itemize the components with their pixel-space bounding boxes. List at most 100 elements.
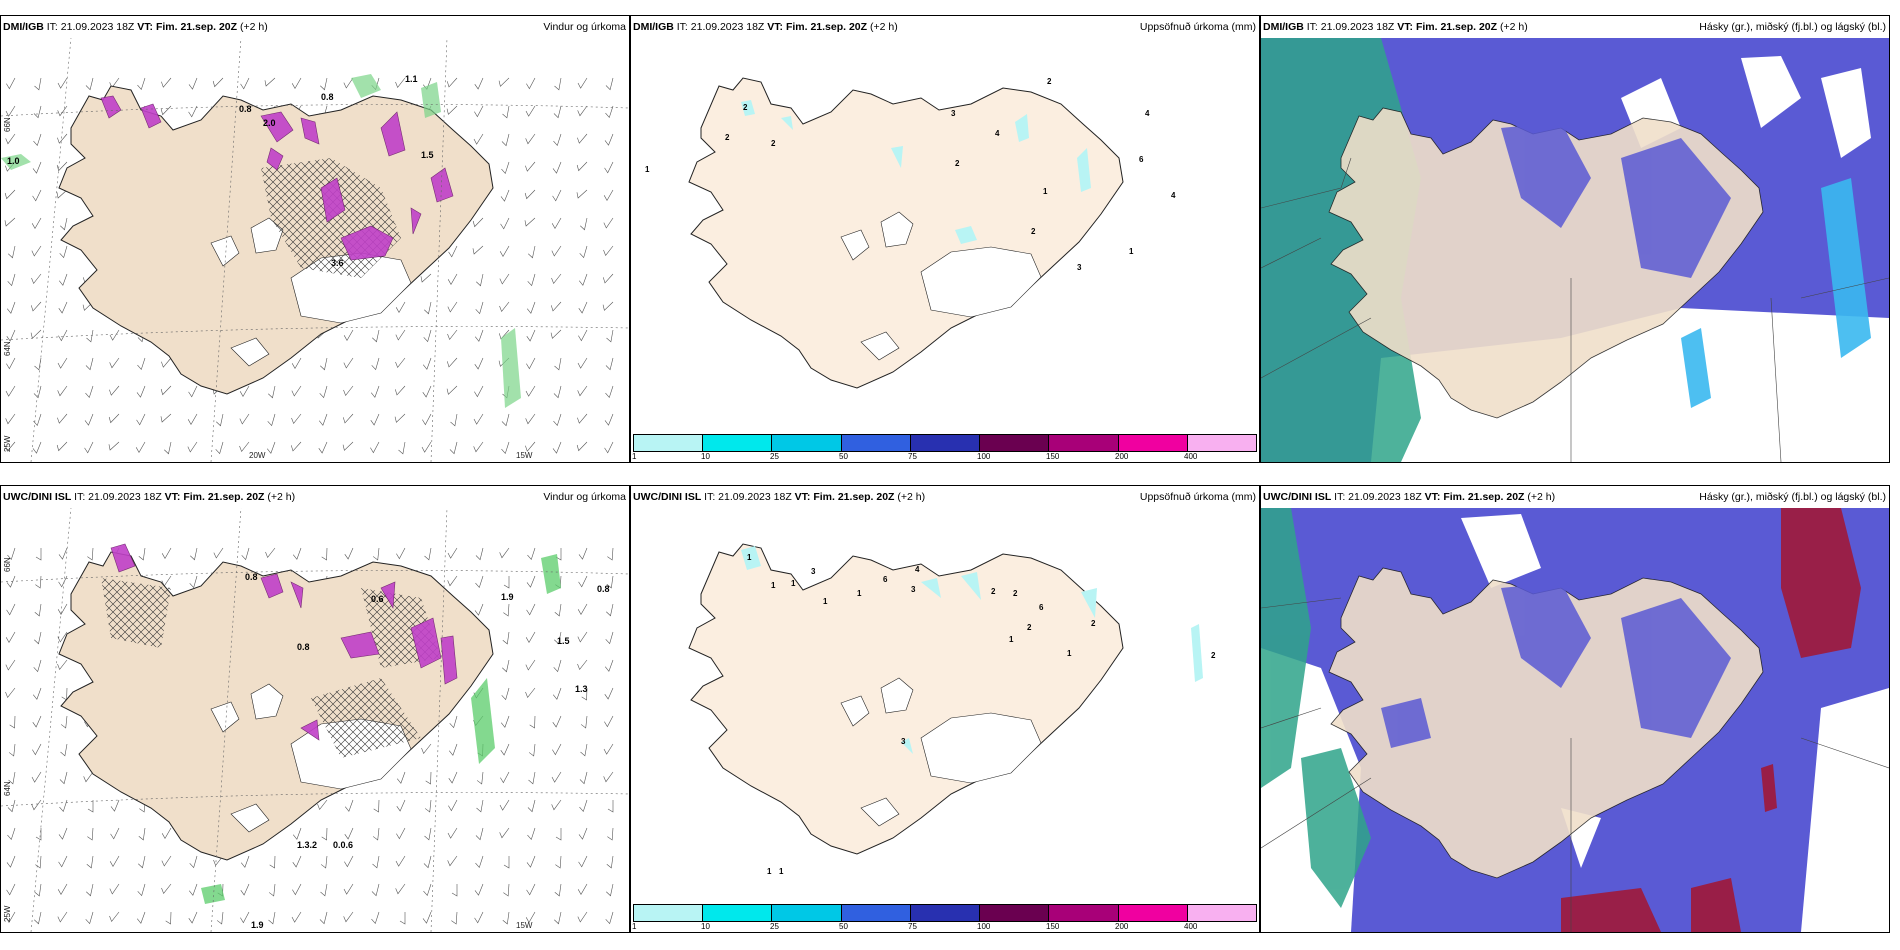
svg-text:4: 4 <box>1145 109 1150 118</box>
wind-barb <box>474 77 484 90</box>
init-time: IT: 21.09.2023 18Z <box>704 491 792 503</box>
wind-barb <box>527 827 536 841</box>
wind-barb <box>240 855 250 868</box>
wind-barb <box>57 631 68 643</box>
wind-barb <box>5 631 16 644</box>
wind-barb <box>424 799 432 813</box>
wind-barb <box>554 631 562 645</box>
wind-barb <box>577 77 588 89</box>
wind-barb <box>451 911 458 925</box>
colorbar-segment <box>840 434 910 452</box>
wind-barb <box>473 133 484 145</box>
wind-barb <box>551 771 562 783</box>
svg-text:0.8: 0.8 <box>239 104 252 114</box>
lon-label-20: 20W <box>249 451 266 460</box>
colorbar-label: 200 <box>1115 452 1129 461</box>
wind-barb <box>551 799 562 811</box>
wind-barb <box>551 245 562 257</box>
svg-text:1: 1 <box>791 579 796 588</box>
wind-barb <box>8 245 16 259</box>
wind-barb <box>34 77 42 91</box>
wind-barb <box>474 911 484 924</box>
svg-text:1: 1 <box>747 553 752 562</box>
wind-barb <box>606 329 614 343</box>
wind-barb <box>552 687 562 700</box>
wind-barb <box>502 911 510 925</box>
svg-text:3: 3 <box>1077 263 1082 272</box>
panel-header: UWC/DINI ISL IT: 21.09.2023 18Z VT: Fim.… <box>1261 486 1889 508</box>
wind-barb <box>86 883 94 897</box>
lon-label-15: 15W <box>516 921 533 930</box>
wind-barb <box>448 799 458 812</box>
svg-text:1: 1 <box>1129 247 1134 256</box>
wind-barb <box>344 855 354 868</box>
svg-text:1.9: 1.9 <box>251 920 264 930</box>
wind-barb <box>474 385 484 398</box>
wind-barb <box>57 133 68 144</box>
wind-barb <box>527 547 536 561</box>
wind-barb <box>577 385 588 397</box>
wind-barb <box>476 799 484 813</box>
wind-barb <box>526 855 536 868</box>
wind-barb <box>58 547 68 560</box>
wind-barb <box>7 827 16 841</box>
wind-barb <box>553 105 562 119</box>
wind-barb <box>161 357 172 368</box>
panel-header: UWC/DINI ISL IT: 21.09.2023 18Z VT: Fim.… <box>1 486 629 508</box>
wind-barb <box>604 659 614 672</box>
svg-text:1: 1 <box>1067 649 1072 658</box>
wind-barb <box>160 105 172 116</box>
wind-barb <box>475 827 484 841</box>
wind-barb <box>60 715 68 729</box>
wind-barb <box>449 715 458 729</box>
wind-barb <box>605 105 614 119</box>
wind-barb <box>320 883 328 897</box>
wind-barb <box>524 217 536 227</box>
wind-barb <box>6 603 16 616</box>
wind-barb <box>292 827 302 840</box>
panel-header: DMI/IGB IT: 21.09.2023 18Z VT: Fim. 21.s… <box>1261 16 1889 38</box>
wind-barb <box>87 547 94 561</box>
precip-light <box>741 100 1091 244</box>
wind-barb <box>604 687 614 700</box>
wind-barb <box>580 715 588 729</box>
valid-time: Fim. 21.sep. 20Z <box>183 491 265 503</box>
wind-barb <box>5 441 16 452</box>
wind-barb <box>59 245 68 259</box>
wind-barb <box>422 357 432 370</box>
wind-barb <box>498 77 510 87</box>
colorbar-segment <box>979 904 1049 922</box>
wind-barb <box>475 855 484 869</box>
svg-text:1.3: 1.3 <box>575 684 588 694</box>
svg-text:2: 2 <box>1047 77 1052 86</box>
wind-barb <box>605 385 614 399</box>
wind-barb <box>474 603 484 616</box>
wind-barb <box>503 576 510 589</box>
wind-barb <box>318 441 328 454</box>
svg-text:2: 2 <box>771 139 776 148</box>
panel-title: Uppsöfnuð úrkoma (mm) <box>1139 491 1256 503</box>
svg-text:2: 2 <box>1091 619 1096 628</box>
svg-text:0.8: 0.8 <box>245 572 258 582</box>
panel-title: Vindur og úrkoma <box>543 21 626 33</box>
wind-barb <box>603 189 614 202</box>
wind-barb <box>5 133 16 145</box>
lat-label-66: 66N <box>3 117 12 132</box>
wind-barb <box>501 133 510 147</box>
wind-barb <box>552 161 562 174</box>
wind-barb <box>189 575 198 589</box>
wind-barb <box>396 547 406 560</box>
panel-title: Uppsöfnuð úrkoma (mm) <box>1139 21 1256 33</box>
svg-text:2: 2 <box>725 133 730 142</box>
wind-barb <box>370 441 380 454</box>
wind-barb <box>580 217 588 231</box>
wind-barb <box>605 911 614 925</box>
wind-barb <box>603 771 614 783</box>
wind-barb <box>343 357 354 369</box>
wind-barb <box>320 77 328 91</box>
svg-text:1.9: 1.9 <box>501 592 514 602</box>
wind-barb <box>239 441 250 453</box>
wind-barb <box>552 715 562 728</box>
wind-barb <box>160 385 172 396</box>
wind-barb <box>161 855 172 867</box>
